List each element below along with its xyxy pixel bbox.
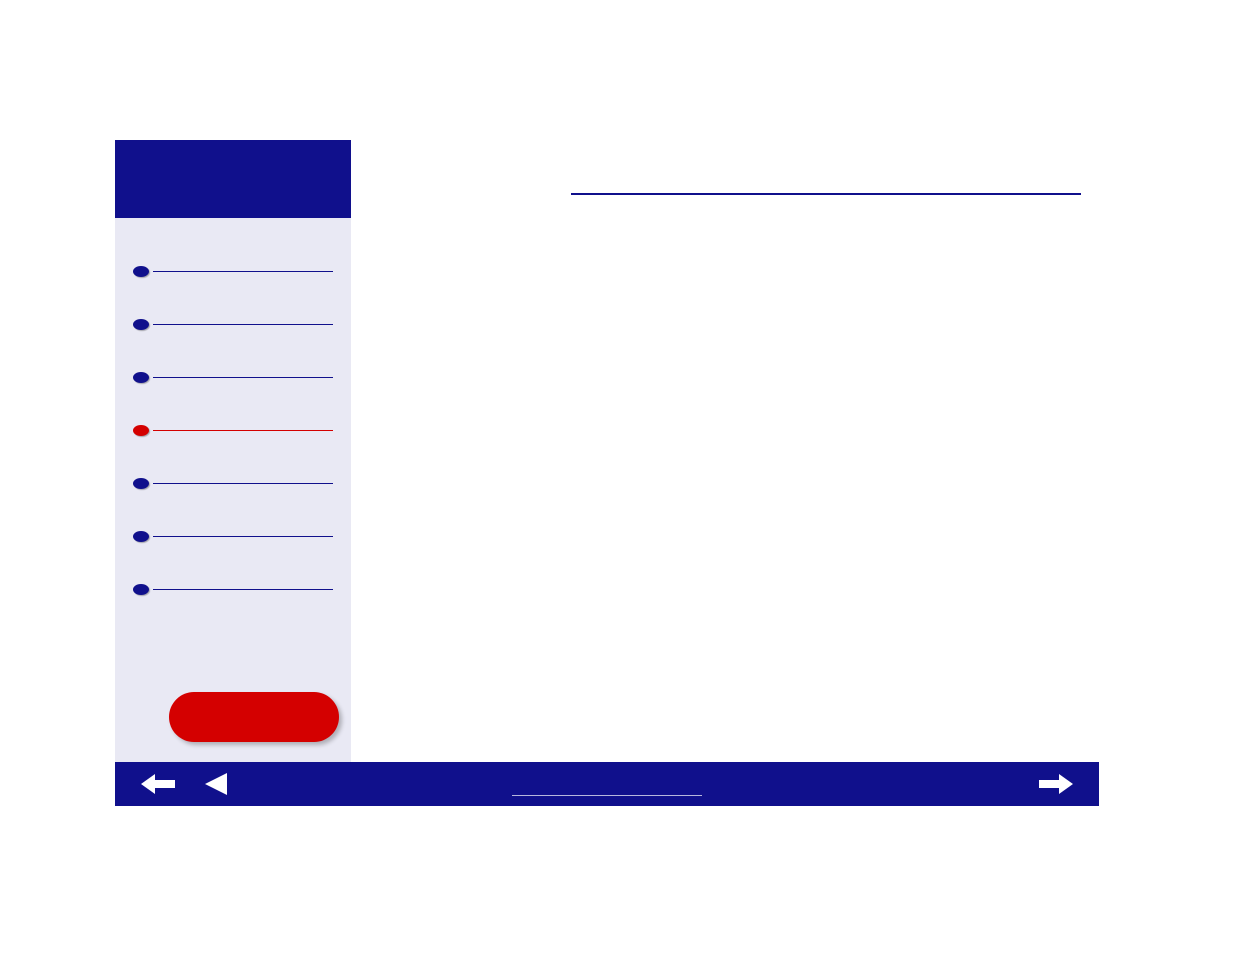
home-arrow-icon[interactable]: [141, 772, 175, 796]
content-area: [351, 140, 1099, 762]
nav-underline: [153, 483, 333, 484]
bullet-icon: [133, 372, 149, 383]
nav-underline: [153, 430, 333, 431]
bullet-icon: [133, 425, 149, 436]
footer-underline: [512, 795, 702, 796]
nav-underline: [153, 589, 333, 590]
next-arrow-icon[interactable]: [1039, 772, 1073, 796]
bullet-icon: [133, 319, 149, 330]
bullet-icon: [133, 266, 149, 277]
nav-underline: [153, 536, 333, 537]
bullet-icon: [133, 584, 149, 595]
sidebar: [115, 140, 351, 762]
footer-left-controls: [141, 772, 227, 796]
app-container: [115, 140, 1099, 810]
nav-underline: [153, 271, 333, 272]
glossary-button[interactable]: [169, 692, 339, 742]
bullet-icon: [133, 531, 149, 542]
bullet-icon: [133, 478, 149, 489]
title-underline: [571, 193, 1081, 195]
nav-item-5[interactable]: [115, 478, 351, 489]
sidebar-nav: [115, 218, 351, 595]
nav-item-4-active[interactable]: [115, 425, 351, 436]
prev-arrow-icon[interactable]: [205, 772, 227, 796]
nav-item-6[interactable]: [115, 531, 351, 542]
sidebar-header: [115, 140, 351, 218]
nav-item-7[interactable]: [115, 584, 351, 595]
nav-underline: [153, 377, 333, 378]
footer-nav: [115, 762, 1099, 806]
nav-underline: [153, 324, 333, 325]
nav-item-1[interactable]: [115, 266, 351, 277]
nav-item-3[interactable]: [115, 372, 351, 383]
nav-item-2[interactable]: [115, 319, 351, 330]
